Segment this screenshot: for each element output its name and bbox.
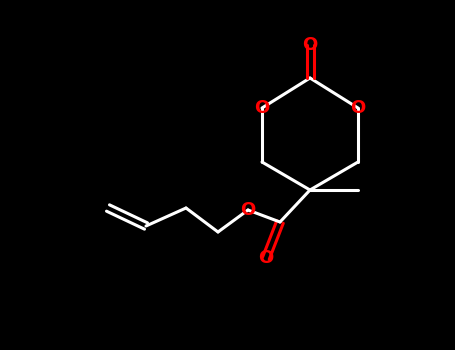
Text: O: O xyxy=(258,249,273,267)
Text: O: O xyxy=(303,36,318,54)
Text: O: O xyxy=(254,99,270,117)
Text: O: O xyxy=(240,201,256,219)
Text: O: O xyxy=(350,99,366,117)
